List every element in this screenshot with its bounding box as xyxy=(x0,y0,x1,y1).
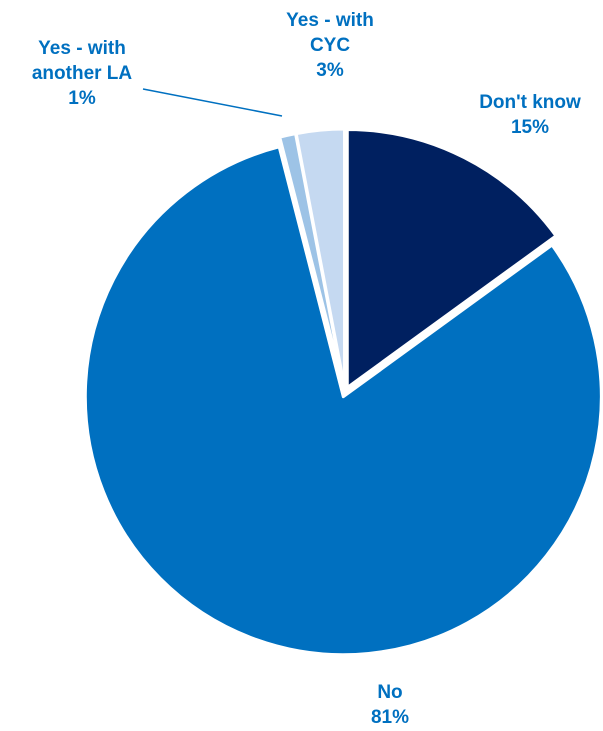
slice-label-yes-cyc: Yes - with CYC 3% xyxy=(286,10,374,81)
pie-slice-yes-cyc xyxy=(294,127,347,389)
pie-slice-dont-know xyxy=(345,128,558,390)
slice-label-dont-know: Don't know 15% xyxy=(479,92,581,138)
leader-line-yes-another-la xyxy=(142,88,283,117)
slice-label-no: No 81% xyxy=(371,682,409,728)
slice-label-yes-another-la: Yes - with another LA 1% xyxy=(32,38,133,109)
pie-slice-no xyxy=(83,145,603,657)
